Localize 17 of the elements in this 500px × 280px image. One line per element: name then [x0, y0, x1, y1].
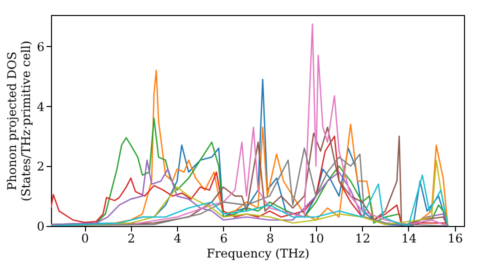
line-series [51, 160, 448, 226]
y-tick-label: 6 [36, 40, 44, 54]
x-tick-label: 14 [401, 232, 417, 246]
x-tick-label: 0 [81, 232, 89, 246]
x-tick-label: 6 [220, 232, 228, 246]
y-axis-title: Phonon projected DOS (States/THz·primitive cell) [4, 40, 33, 202]
y-tick-label: 0 [36, 220, 44, 234]
x-axis-title: Frequency (THz) [206, 246, 310, 260]
x-tick-label: 16 [448, 232, 463, 246]
x-tick-label: 12 [355, 232, 370, 246]
x-tick-label: 2 [128, 232, 136, 246]
line-series [51, 174, 448, 226]
y-tick-label: 2 [36, 160, 44, 174]
y-tick-label: 4 [36, 100, 45, 114]
x-tick-label: 10 [308, 232, 324, 246]
x-tick-label: 8 [266, 232, 274, 246]
x-tick-label: 4 [174, 232, 182, 246]
